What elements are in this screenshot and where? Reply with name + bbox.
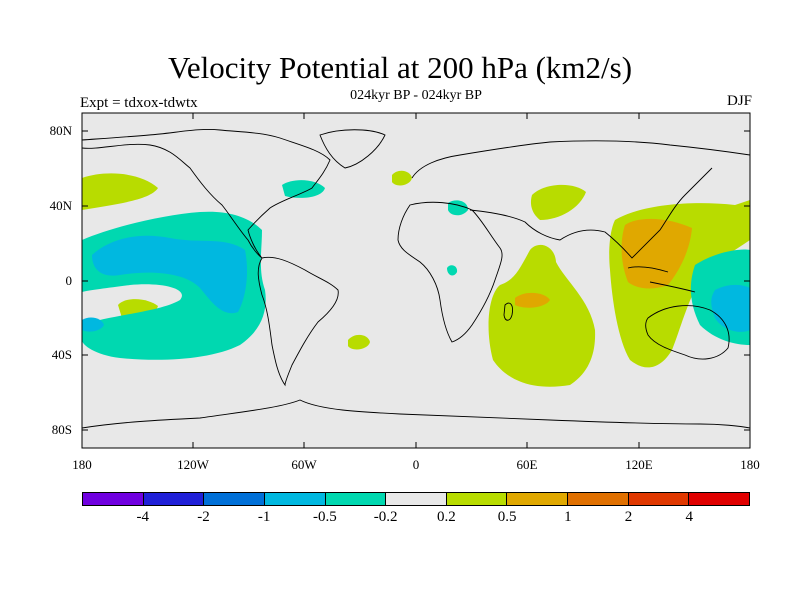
legend-label: 1 <box>564 509 572 525</box>
legend-color-box <box>83 493 144 505</box>
legend-color-box <box>689 493 750 505</box>
contour-pos-indian-core <box>515 292 550 308</box>
contour-neg-africa <box>447 265 458 276</box>
lon-tick-label: 180 <box>740 457 760 472</box>
legend-label: -2 <box>197 509 210 525</box>
legend-color-box <box>628 493 690 505</box>
season-label: DJF <box>726 93 752 109</box>
coast-eurasia <box>411 140 750 259</box>
contour-pos-indian-ocean <box>488 244 596 387</box>
contour-pos-europe <box>392 170 412 186</box>
contour-neg-small-sw <box>82 317 104 332</box>
color-legend <box>82 492 750 506</box>
map-title: Velocity Potential at 200 hPa (km2/s) <box>167 50 633 85</box>
experiment-label: Expt = tdxox-tdwtx <box>80 95 198 111</box>
legend-color-box <box>507 493 569 505</box>
legend-color-box <box>386 493 447 505</box>
contour-pos-arabia <box>530 184 586 220</box>
legend-color-box <box>143 493 205 505</box>
contour-neg-west-pacific-core <box>711 284 750 332</box>
lon-tick-label: 180 <box>72 457 92 472</box>
lon-tick-label: 60W <box>291 457 317 472</box>
coast-antarctica <box>82 399 750 429</box>
map-subtitle: 024kyr BP - 024kyr BP <box>350 88 482 103</box>
legend-color-box <box>568 493 629 505</box>
lat-tick-label: 40N <box>49 198 72 213</box>
legend-label: 0.2 <box>436 509 456 525</box>
coast-south-america <box>257 256 339 387</box>
lat-tick-label: 40S <box>51 347 72 362</box>
contour-neg-pacific-core <box>92 235 248 314</box>
coast-greenland <box>319 129 386 169</box>
legend-label: -1 <box>257 509 271 525</box>
coast-madagascar <box>503 302 513 321</box>
contour-fills <box>82 170 750 387</box>
legend-color-box <box>264 493 326 505</box>
lon-tick-label: 120W <box>177 457 209 472</box>
tick-marks <box>82 113 750 448</box>
lon-tick-label: 0 <box>412 457 420 472</box>
coast-australia <box>645 305 730 360</box>
lon-tick-label: 120E <box>625 457 653 472</box>
legend-color-box <box>446 493 508 505</box>
legend-label: 4 <box>685 509 694 525</box>
legend-color-box <box>204 493 265 505</box>
contour-pos-maritime-core <box>621 218 692 289</box>
coast-africa <box>397 201 503 343</box>
legend-label: -0.5 <box>313 509 337 525</box>
legend-label: 2 <box>624 509 633 525</box>
lat-tick-label: 80S <box>51 422 72 437</box>
coast-north-america <box>82 129 331 259</box>
legend-label: -0.2 <box>373 509 398 525</box>
legend-color-box <box>325 493 387 505</box>
contour-pos-atlantic-small <box>348 334 370 350</box>
coast-indonesia <box>627 266 696 293</box>
contour-pos-pacific-north <box>82 173 158 210</box>
lat-tick-label: 80N <box>49 123 72 138</box>
coastlines <box>82 129 750 429</box>
lon-tick-label: 60E <box>516 457 538 472</box>
legend-label: -4 <box>136 509 149 525</box>
legend-label: 0.5 <box>497 509 517 525</box>
lat-tick-label: 0 <box>65 273 73 288</box>
